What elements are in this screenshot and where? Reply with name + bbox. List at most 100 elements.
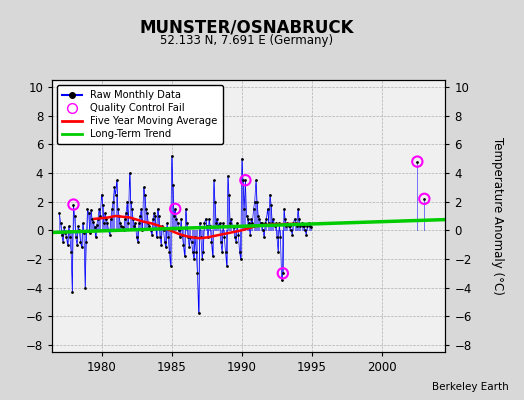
Point — [286, 223, 294, 229]
Point — [109, 198, 117, 205]
Point — [92, 234, 100, 241]
Point — [267, 201, 275, 208]
Point — [117, 223, 126, 229]
Point — [84, 210, 93, 216]
Point — [163, 220, 171, 226]
Point — [57, 220, 65, 226]
Text: MUNSTER/OSNABRUCK: MUNSTER/OSNABRUCK — [139, 18, 354, 36]
Point — [90, 224, 99, 231]
Point — [231, 234, 239, 241]
Point — [88, 216, 96, 222]
Point — [275, 220, 283, 226]
Point — [59, 238, 67, 245]
Point — [205, 216, 213, 222]
Point — [180, 253, 189, 259]
Point — [279, 270, 287, 276]
Point — [81, 284, 89, 291]
Point — [184, 234, 192, 241]
Point — [135, 220, 143, 226]
Point — [285, 223, 293, 229]
Point — [193, 270, 202, 276]
Point — [201, 216, 210, 222]
Point — [250, 198, 259, 205]
Point — [113, 177, 121, 184]
Point — [249, 206, 258, 212]
Point — [241, 177, 249, 184]
Point — [270, 223, 279, 229]
Point — [211, 198, 219, 205]
Point — [238, 156, 246, 162]
Point — [67, 248, 75, 255]
Point — [297, 220, 305, 226]
Point — [192, 248, 201, 255]
Point — [236, 256, 245, 262]
Point — [243, 213, 251, 219]
Point — [261, 220, 269, 226]
Point — [95, 206, 103, 212]
Point — [178, 232, 187, 238]
Point — [204, 234, 212, 241]
Point — [171, 206, 179, 212]
Point — [266, 191, 274, 198]
Point — [130, 223, 138, 229]
Point — [129, 216, 137, 222]
Point — [75, 227, 83, 234]
Point — [104, 227, 113, 234]
Point — [80, 230, 88, 236]
Point — [304, 220, 313, 226]
Point — [420, 196, 429, 202]
Point — [282, 223, 290, 229]
Point — [224, 173, 232, 179]
Point — [223, 263, 231, 269]
Point — [188, 238, 196, 245]
Point — [302, 232, 310, 238]
Point — [142, 206, 150, 212]
Point — [133, 234, 141, 241]
Point — [191, 234, 199, 241]
Point — [190, 256, 198, 262]
Point — [164, 234, 172, 241]
Point — [100, 220, 108, 226]
Point — [296, 223, 304, 229]
Point — [159, 227, 168, 234]
Point — [69, 201, 78, 208]
Point — [228, 223, 237, 229]
Point — [185, 244, 193, 251]
Point — [189, 248, 197, 255]
Point — [258, 220, 266, 226]
Point — [199, 248, 208, 255]
Point — [145, 223, 154, 229]
Point — [134, 238, 142, 245]
Point — [140, 191, 149, 198]
Point — [93, 221, 101, 228]
Point — [209, 253, 217, 259]
Point — [149, 216, 157, 222]
Point — [168, 153, 176, 159]
Point — [171, 206, 179, 212]
Text: Berkeley Earth: Berkeley Earth — [432, 382, 508, 392]
Point — [162, 244, 170, 251]
Point — [254, 213, 263, 219]
Point — [165, 248, 173, 255]
Point — [79, 220, 87, 226]
Point — [147, 227, 155, 234]
Point — [112, 191, 120, 198]
Point — [154, 206, 162, 212]
Point — [173, 220, 182, 226]
Point — [89, 218, 97, 225]
Point — [62, 234, 71, 241]
Point — [85, 230, 94, 236]
Point — [151, 213, 159, 219]
Point — [277, 277, 286, 284]
Point — [413, 158, 421, 165]
Point — [210, 177, 218, 184]
Point — [138, 227, 147, 234]
Point — [58, 232, 66, 238]
Point — [259, 227, 267, 234]
Point — [156, 234, 164, 241]
Point — [123, 198, 132, 205]
Point — [73, 242, 81, 248]
Point — [176, 234, 184, 241]
Point — [69, 201, 78, 208]
Point — [232, 238, 240, 245]
